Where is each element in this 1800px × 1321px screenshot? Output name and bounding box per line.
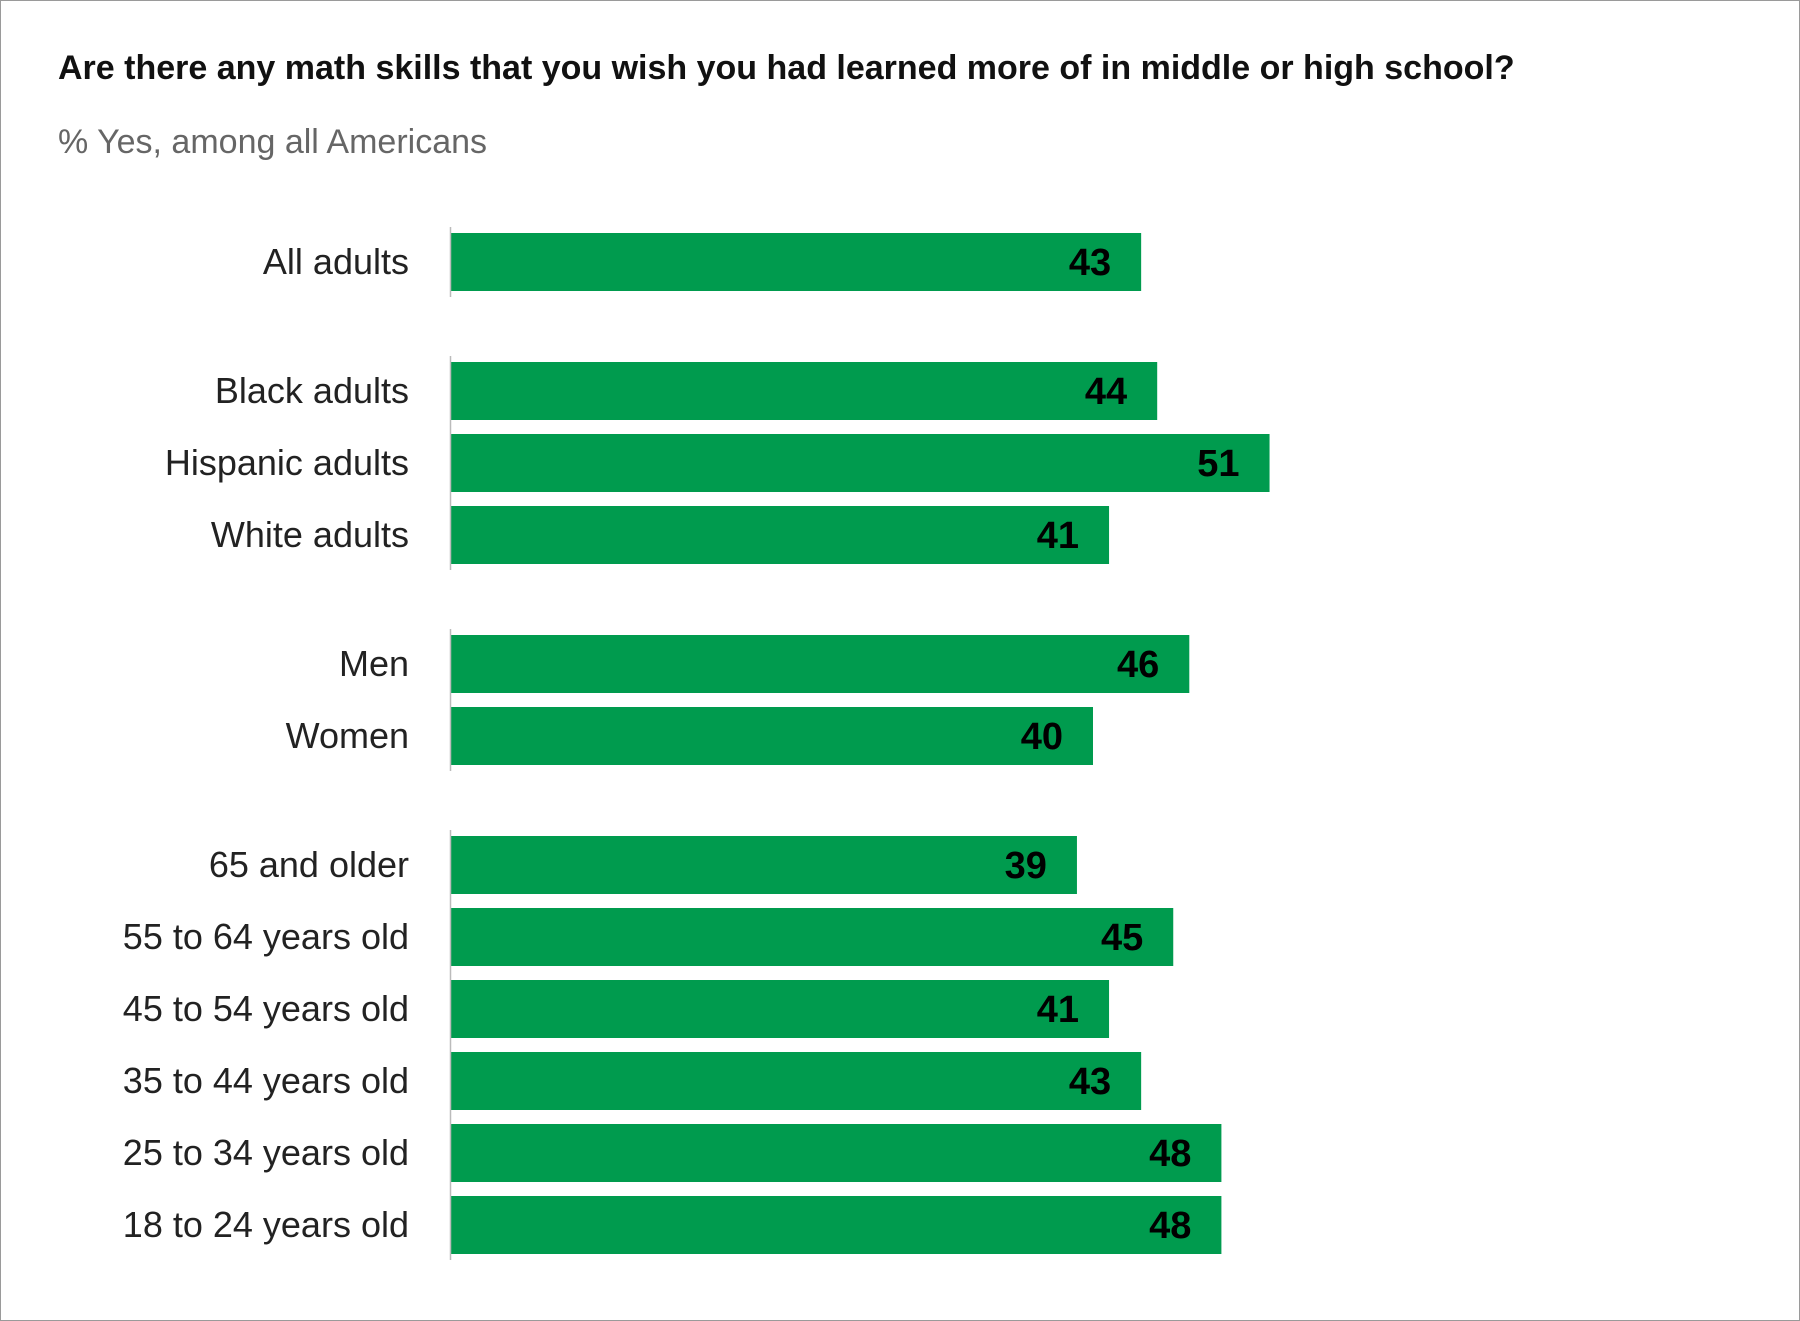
- data-label: 41: [1037, 989, 1079, 1031]
- category-label: 65 and older: [209, 844, 409, 885]
- data-label: 43: [1069, 242, 1111, 284]
- bar: [451, 707, 1093, 765]
- data-label: 46: [1117, 644, 1159, 686]
- bar: [451, 980, 1110, 1038]
- chart-subtitle: % Yes, among all Americans: [58, 123, 488, 161]
- category-label: Women: [286, 715, 409, 756]
- category-label: All adults: [263, 241, 409, 282]
- data-label: 43: [1069, 1061, 1111, 1103]
- bar: [451, 836, 1077, 894]
- data-label: 48: [1149, 1205, 1191, 1247]
- data-label: 48: [1149, 1133, 1191, 1175]
- chart-title: Are there any math skills that you wish …: [58, 49, 1515, 87]
- bar: [451, 434, 1270, 492]
- category-label: White adults: [211, 514, 409, 555]
- data-label: 40: [1021, 716, 1063, 758]
- category-label: 45 to 54 years old: [123, 988, 409, 1029]
- data-label: 44: [1085, 371, 1127, 413]
- category-label: Hispanic adults: [165, 442, 409, 483]
- bar: [451, 506, 1110, 564]
- bar: [451, 362, 1158, 420]
- category-label: 25 to 34 years old: [123, 1132, 409, 1173]
- category-label: 55 to 64 years old: [123, 916, 409, 957]
- category-label: 35 to 44 years old: [123, 1060, 409, 1101]
- data-label: 41: [1037, 515, 1079, 557]
- bar: [451, 908, 1174, 966]
- bar: [451, 1124, 1222, 1182]
- category-label: 18 to 24 years old: [123, 1204, 409, 1245]
- category-label: Men: [339, 643, 409, 684]
- data-label: 51: [1197, 443, 1239, 485]
- bar: [451, 635, 1190, 693]
- bar: [451, 233, 1142, 291]
- bar: [451, 1196, 1222, 1254]
- data-label: 45: [1101, 917, 1143, 959]
- data-label: 39: [1005, 845, 1047, 887]
- bar: [451, 1052, 1142, 1110]
- category-label: Black adults: [215, 370, 409, 411]
